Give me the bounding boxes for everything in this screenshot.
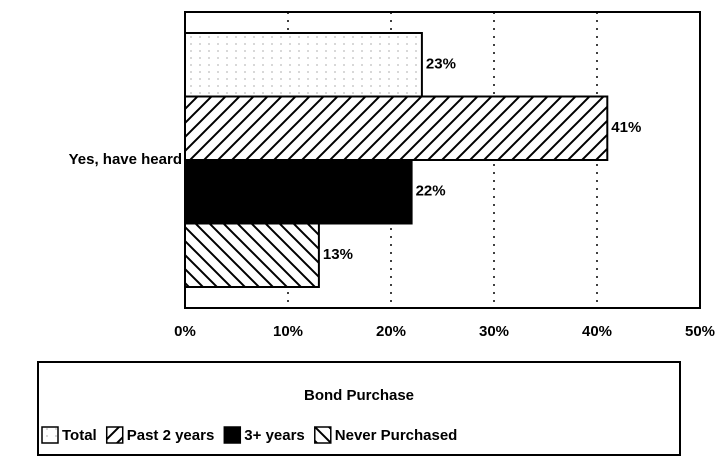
value-label: 13%	[323, 246, 353, 263]
legend-swatch	[105, 426, 124, 444]
value-label: 23%	[426, 56, 456, 73]
x-tick-label: 0%	[174, 323, 196, 340]
legend-swatch	[314, 426, 332, 444]
y-tick-label: Yes, have heard	[69, 151, 182, 168]
value-label: 22%	[416, 183, 446, 200]
x-tick-label: 50%	[685, 323, 715, 340]
legend-box	[37, 361, 681, 456]
legend-label: Total	[62, 427, 97, 444]
x-tick-label: 10%	[273, 323, 303, 340]
bar	[184, 222, 320, 288]
legend-swatch	[223, 426, 242, 444]
x-tick-label: 30%	[479, 323, 509, 340]
value-label: 41%	[611, 119, 641, 136]
legend-label: Never Purchased	[335, 427, 458, 444]
bar	[184, 159, 413, 225]
x-tick-label: 40%	[582, 323, 612, 340]
legend-label: Past 2 years	[127, 427, 215, 444]
legend-title: Bond Purchase	[304, 387, 414, 404]
legend-label: 3+ years	[244, 427, 304, 444]
bar	[184, 32, 423, 98]
legend-swatch	[41, 426, 59, 444]
x-tick-label: 20%	[376, 323, 406, 340]
bar	[184, 95, 609, 161]
